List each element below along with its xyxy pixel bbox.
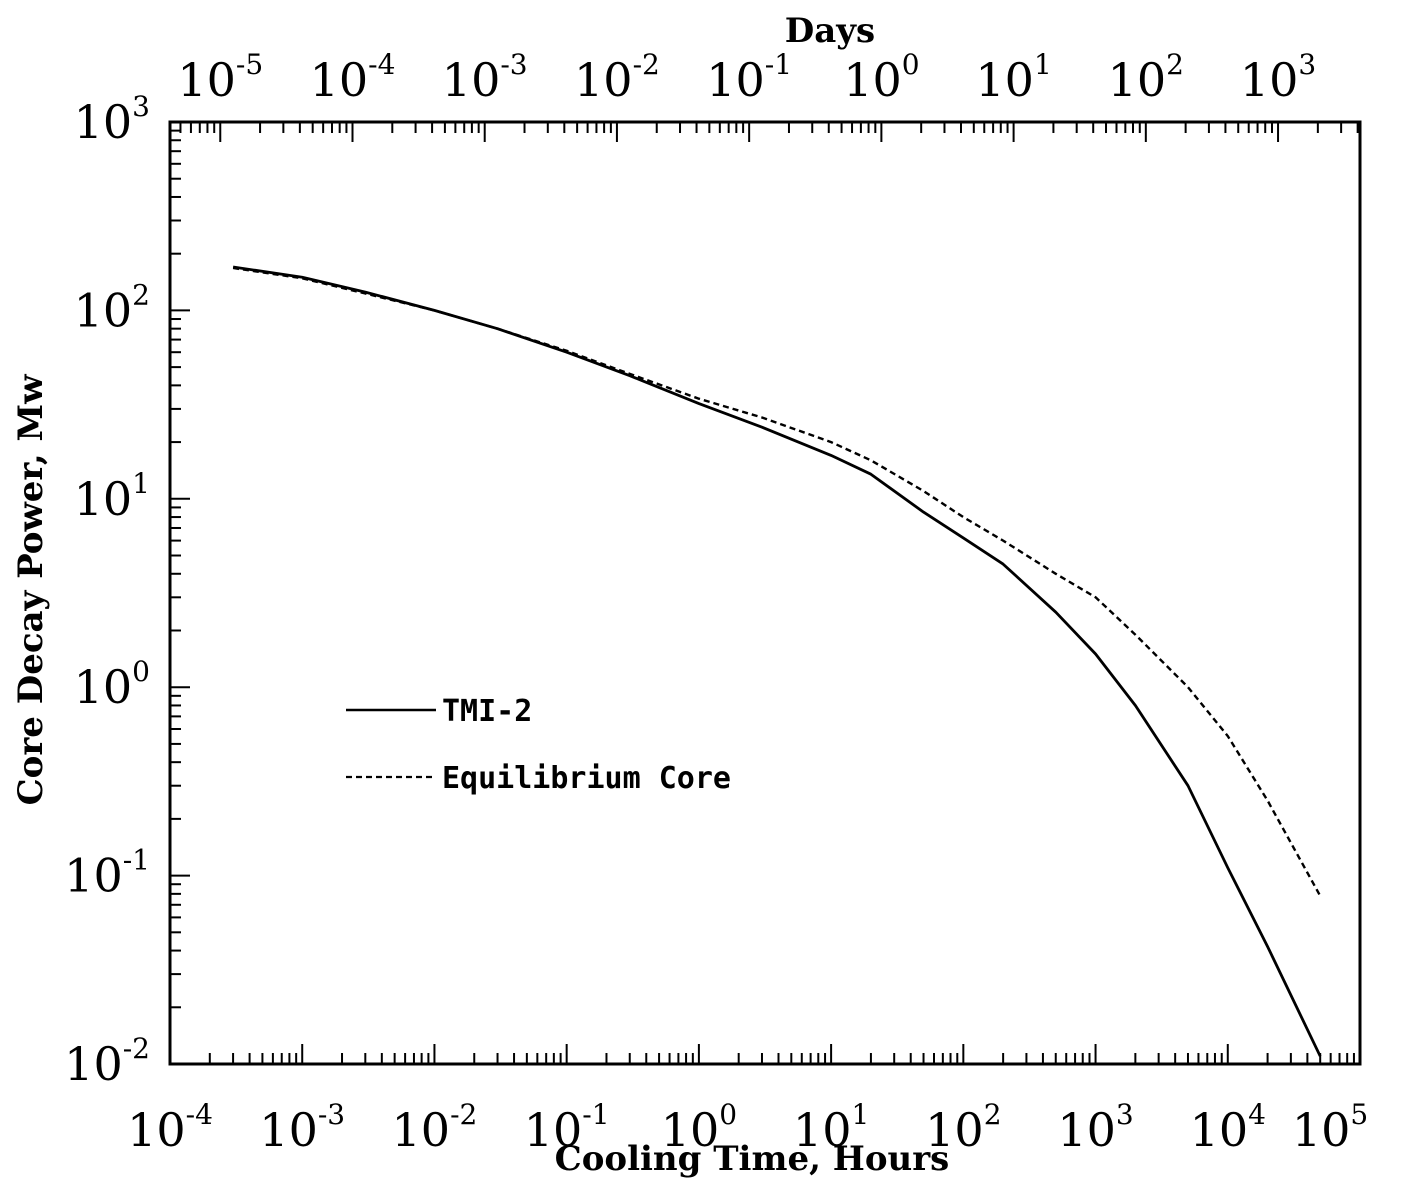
series-group xyxy=(232,265,1322,1057)
x2-tick-label: 101 xyxy=(975,48,1051,107)
x-tick-label: 10-4 xyxy=(127,1098,213,1157)
x-tick-label: 10-3 xyxy=(259,1098,345,1157)
x-tick-label: 10-1 xyxy=(524,1098,610,1157)
x2-tick-label: 10-3 xyxy=(442,48,528,107)
x-axis-title: Cooling Time, Hours xyxy=(555,1139,950,1179)
x-tick-label: 105 xyxy=(1292,1098,1368,1157)
x2-tick-label: 10-2 xyxy=(574,48,660,107)
x-tick-label: 103 xyxy=(1057,1098,1133,1157)
x2-tick-label: 103 xyxy=(1240,48,1316,107)
x2-tick-label: 10-1 xyxy=(706,48,792,107)
y-tick-label: 10-1 xyxy=(64,844,150,903)
y-axis-left-labels: 10-2 10-1 100 101 102 103 xyxy=(64,90,150,1091)
x-tick-label: 100 xyxy=(661,1098,737,1157)
y-tick-label: 100 xyxy=(74,655,150,714)
x2-axis-title: Days xyxy=(785,11,875,51)
x-tick-label: 102 xyxy=(925,1098,1001,1157)
plot-frame xyxy=(168,120,1362,1066)
y-tick-label: 103 xyxy=(74,90,150,149)
x-axis-bottom-ticks xyxy=(169,1044,1355,1064)
series-line-tmi-2 xyxy=(232,265,1322,1057)
x-tick-label: 10-2 xyxy=(392,1098,478,1157)
x-axis-top-labels: 10-5 10-4 10-3 10-2 10-1 100 101 102 103 xyxy=(177,48,1316,107)
x2-tick-label: 100 xyxy=(843,48,919,107)
y-tick-label: 10-2 xyxy=(64,1032,150,1091)
y-axis-left-ticks xyxy=(170,129,190,1065)
x2-tick-label: 10-5 xyxy=(177,48,263,107)
x-axis-top-ticks xyxy=(179,122,1359,142)
x2-tick-label: 10-4 xyxy=(310,48,396,107)
series-line-equilibrium-core xyxy=(232,266,1322,897)
legend: TMI-2 Equilibrium Core xyxy=(346,694,731,796)
y-tick-label: 102 xyxy=(74,278,150,337)
x-tick-label: 101 xyxy=(793,1098,869,1157)
legend-label-equilibrium-core: Equilibrium Core xyxy=(442,761,731,796)
x-tick-label: 104 xyxy=(1190,1098,1266,1157)
y-tick-label: 101 xyxy=(74,467,150,526)
x2-tick-label: 102 xyxy=(1108,48,1184,107)
y-axis-title: Core Decay Power, Mw xyxy=(11,374,51,806)
legend-label-tmi-2: TMI-2 xyxy=(442,694,532,729)
x-axis-bottom-labels: 10-4 10-3 10-2 10-1 100 101 102 103 104 105 xyxy=(127,1098,1368,1157)
